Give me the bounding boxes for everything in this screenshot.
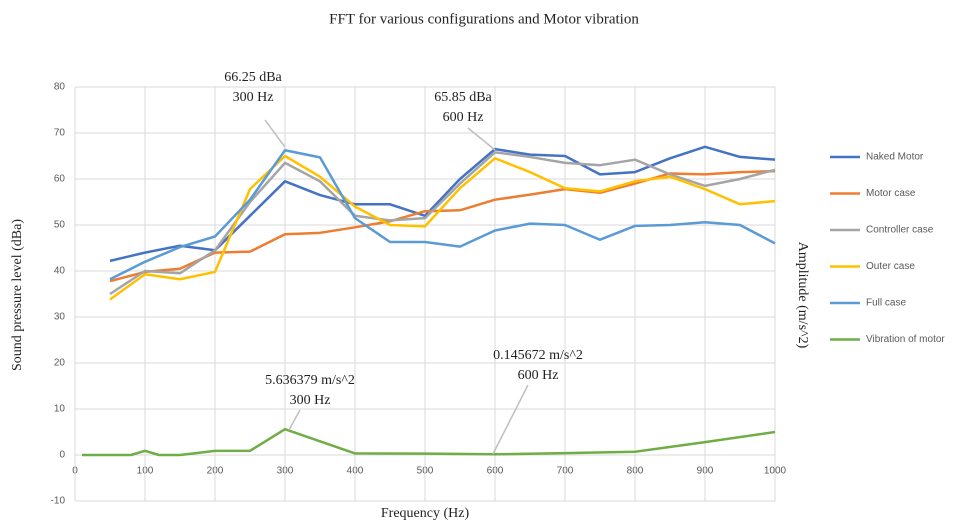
annotation: 66.25 dBa xyxy=(224,70,282,85)
y-axis-label: Sound pressure level (dBa) xyxy=(10,219,25,371)
legend-label: Naked Motor xyxy=(866,152,924,163)
series-line xyxy=(109,145,776,263)
legend-label: Vibration of motor xyxy=(866,334,945,345)
series-line xyxy=(82,427,776,457)
y-tick-label: 10 xyxy=(54,404,66,415)
annotation: 65.85 dBa xyxy=(434,90,492,105)
annotation: 0.145672 m/s^2 xyxy=(493,348,583,363)
legend-label: Full case xyxy=(866,298,906,309)
y-tick-label: 50 xyxy=(54,220,66,231)
annotation: 600 Hz xyxy=(518,368,559,383)
y2-axis-label: Amplitude (m/s^2) xyxy=(795,242,810,349)
y-tick-label: 30 xyxy=(54,312,66,323)
chart-title: FFT for various configurations and Motor… xyxy=(329,11,639,27)
annotation: 600 Hz xyxy=(443,110,484,125)
annotation: 300 Hz xyxy=(233,90,274,105)
x-axis-label: Frequency (Hz) xyxy=(381,506,470,521)
y-tick-label: 80 xyxy=(54,82,66,93)
callout-line xyxy=(264,119,286,148)
y-tick-label: 70 xyxy=(54,128,66,139)
y-tick-label: 40 xyxy=(54,266,66,277)
annotation: 300 Hz xyxy=(290,393,331,408)
annotation: 5.636379 m/s^2 xyxy=(265,373,355,388)
legend-label: Outer case xyxy=(866,261,915,272)
callout-line xyxy=(467,127,496,151)
y-tick-label: 60 xyxy=(54,174,66,185)
callout-line xyxy=(288,409,301,431)
y-tick-label: -10 xyxy=(51,496,66,507)
y-tick-label: 0 xyxy=(59,450,65,461)
series-line xyxy=(109,149,776,281)
y-tick-label: 20 xyxy=(54,358,66,369)
legend-label: Motor case xyxy=(866,188,916,199)
series-line xyxy=(109,151,776,296)
legend-label: Controller case xyxy=(866,225,934,236)
series-line xyxy=(109,169,776,283)
series-line xyxy=(109,154,776,301)
callout-line xyxy=(492,384,529,455)
